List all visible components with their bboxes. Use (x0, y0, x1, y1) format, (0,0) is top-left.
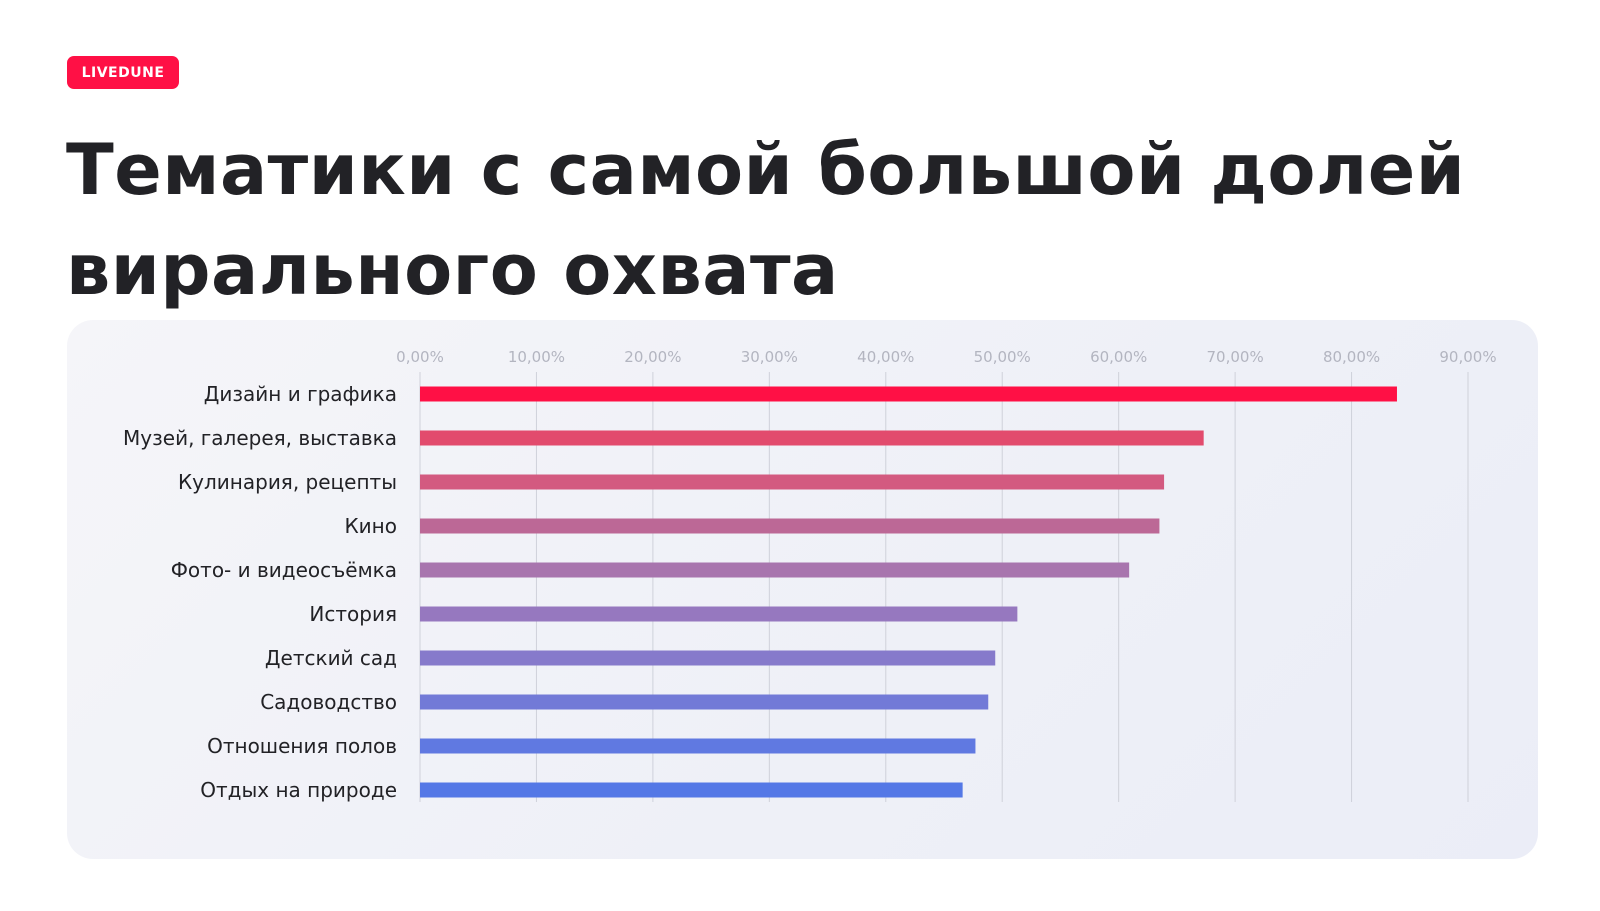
x-tick-label: 40,00% (857, 348, 914, 366)
bar (420, 518, 1160, 534)
category-label: Садоводство (260, 690, 397, 714)
x-tick-label: 90,00% (1439, 348, 1496, 366)
livedune-badge: LIVEDUNE (67, 56, 179, 89)
x-tick-label: 60,00% (1090, 348, 1147, 366)
bars (420, 386, 1397, 798)
category-labels: Дизайн и графика Музей, галерея, выставка… (123, 382, 397, 802)
bar (420, 694, 989, 710)
category-label: Детский сад (265, 646, 397, 670)
chart-panel: 0,00% 10,00% 20,00% 30,00% 40,00% 50,00% 60,00… (67, 320, 1538, 859)
bar (420, 562, 1130, 578)
x-tick-label: 70,00% (1207, 348, 1264, 366)
category-label: Отношения полов (207, 734, 397, 758)
bar (420, 782, 963, 798)
x-axis-ticks: 0,00% 10,00% 20,00% 30,00% 40,00% 50,00% 60,00… (396, 348, 1496, 366)
bar (420, 474, 1165, 490)
x-tick-label: 80,00% (1323, 348, 1380, 366)
bar (420, 606, 1018, 622)
bar (420, 430, 1204, 446)
category-label: Фото- и видеосъёмка (171, 558, 397, 582)
category-label: Кулинария, рецепты (178, 470, 397, 494)
x-tick-label: 0,00% (396, 348, 444, 366)
x-tick-label: 20,00% (624, 348, 681, 366)
bar (420, 738, 976, 754)
bar-chart: 0,00% 10,00% 20,00% 30,00% 40,00% 50,00% 60,00… (123, 348, 1497, 802)
category-label: Отдых на природе (200, 778, 397, 802)
chart-title: Тематики с самой большой долей виральног… (66, 129, 1466, 311)
category-label: Музей, галерея, выставка (123, 426, 397, 450)
category-label: Дизайн и графика (204, 382, 397, 406)
x-tick-label: 30,00% (741, 348, 798, 366)
bar (420, 386, 1397, 402)
bar (420, 650, 996, 666)
category-label: Кино (344, 514, 397, 538)
category-label: История (309, 602, 397, 626)
x-tick-label: 10,00% (508, 348, 565, 366)
x-tick-label: 50,00% (974, 348, 1031, 366)
